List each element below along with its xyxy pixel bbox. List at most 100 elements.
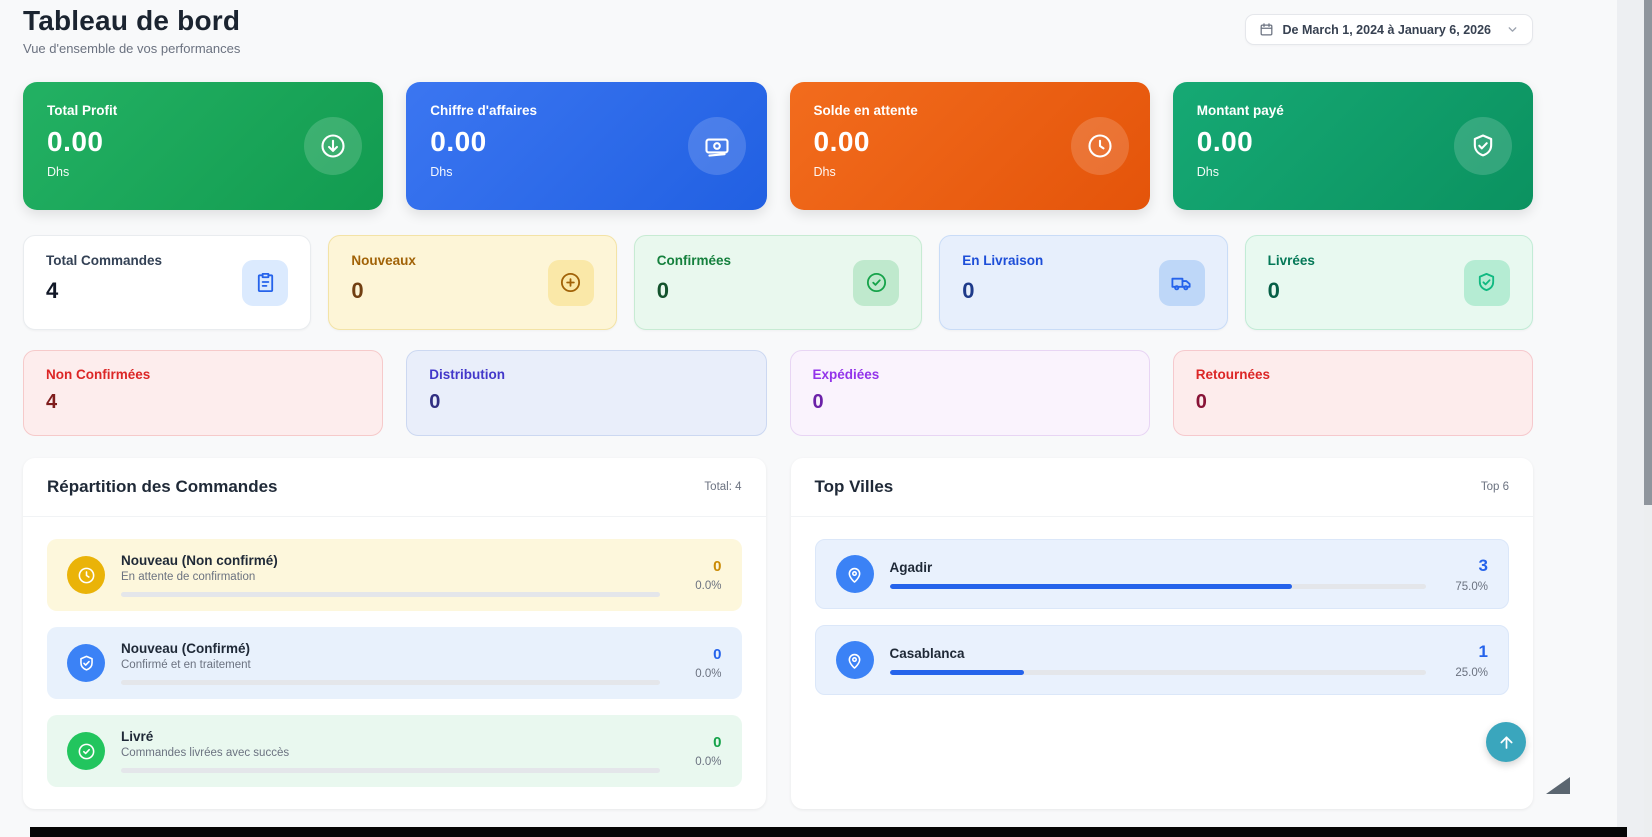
chevron-down-icon xyxy=(1506,23,1519,36)
plus-circle-icon xyxy=(547,259,594,306)
kpi-value: 0.00 xyxy=(47,126,104,157)
card-label: Retournées xyxy=(1195,367,1271,382)
kpi-value: 0.00 xyxy=(1196,126,1254,157)
kpi-unit: Dhs xyxy=(47,165,70,179)
orders-distribution-panel: Répartition des Commandes Total: 4 Nouve… xyxy=(23,458,766,809)
item-percent: 0.0% xyxy=(695,668,722,680)
card-value: 0 xyxy=(351,278,364,303)
kpi-card-solde-en-attente: Solde en attente 0.00 Dhs xyxy=(789,82,1150,210)
city-percent: 25.0% xyxy=(1455,666,1488,679)
kpi-cards-row: Total Profit 0.00 Dhs Chiffre d'affaires… xyxy=(23,82,1533,210)
item-count: 0 xyxy=(713,734,722,751)
item-title: Nouveau (Confirmé) xyxy=(121,641,251,656)
order-status-item-livre: Livré Commandes livrées avec succès 0 0.… xyxy=(47,715,742,787)
card-label: Nouveaux xyxy=(351,253,416,268)
card-retournees: Retournées 0 xyxy=(1172,350,1533,436)
card-livrees: Livrées 0 xyxy=(1244,235,1533,330)
kpi-label: Total Profit xyxy=(47,103,118,118)
date-range-label: De March 1, 2024 à January 6, 2026 xyxy=(1282,22,1491,37)
item-stats: 0 0.0% xyxy=(676,734,722,768)
panel-body: Nouveau (Non confirmé) En attente de con… xyxy=(23,517,766,809)
item-count: 0 xyxy=(713,646,722,663)
card-confirmees: Confirmées 0 xyxy=(633,235,923,330)
card-label: Livrées xyxy=(1267,253,1315,268)
card-label: En Livraison xyxy=(962,253,1044,268)
item-percent: 0.0% xyxy=(695,756,722,768)
resize-grip[interactable] xyxy=(1546,777,1570,794)
shield-check-icon xyxy=(1454,117,1512,175)
arrow-down-circle-icon xyxy=(304,117,363,175)
page-right-gutter xyxy=(1617,0,1644,837)
card-value: 0 xyxy=(656,278,670,303)
kpi-unit: Dhs xyxy=(1196,165,1219,179)
page-title: Tableau de bord xyxy=(23,5,241,36)
item-stats: 0 0.0% xyxy=(676,646,722,680)
item-content: Nouveau (Non confirmé) En attente de con… xyxy=(121,553,660,597)
progress-bar-fill xyxy=(889,669,1024,675)
card-nouveaux: Nouveaux 0 xyxy=(328,235,617,330)
calendar-icon xyxy=(1259,22,1274,37)
progress-bar xyxy=(121,592,660,597)
card-label: Total Commandes xyxy=(46,253,163,268)
dashboard-content: Tableau de bord Vue d'ensemble de vos pe… xyxy=(23,0,1533,809)
city-name: Casablanca xyxy=(889,645,965,661)
kpi-label: Chiffre d'affaires xyxy=(430,103,537,118)
card-value: 0 xyxy=(1267,278,1280,303)
truck-icon xyxy=(1158,259,1205,306)
scrollbar-thumb[interactable] xyxy=(1644,0,1652,505)
item-subtitle: Commandes livrées avec succès xyxy=(121,747,290,759)
top-cities-panel: Top Villes Top 6 Agadir 3 xyxy=(790,458,1534,809)
panel-top-badge: Top 6 xyxy=(1480,481,1509,493)
card-value: 0 xyxy=(812,391,824,413)
card-value: 0 xyxy=(1195,391,1207,413)
item-content: Livré Commandes livrées avec succès xyxy=(121,729,660,773)
kpi-label: Solde en attente xyxy=(813,103,918,118)
card-distribution: Distribution 0 xyxy=(406,350,767,436)
page-heading: Tableau de bord Vue d'ensemble de vos pe… xyxy=(23,5,240,56)
panel-header: Répartition des Commandes Total: 4 xyxy=(23,458,766,517)
scroll-to-top-button[interactable] xyxy=(1486,722,1526,762)
kpi-unit: Dhs xyxy=(430,165,453,179)
card-value: 0 xyxy=(962,278,975,303)
item-stats: 0 0.0% xyxy=(676,558,722,592)
card-total-commandes: Total Commandes 4 xyxy=(23,235,312,330)
kpi-card-chiffre-affaires: Chiffre d'affaires 0.00 Dhs xyxy=(406,82,767,210)
shield-check-icon xyxy=(67,644,105,682)
banknote-icon xyxy=(687,117,746,175)
item-content: Agadir xyxy=(889,559,1426,589)
progress-bar xyxy=(889,583,1426,589)
check-circle-icon xyxy=(853,259,900,306)
arrow-up-icon xyxy=(1497,733,1516,752)
kpi-value: 0.00 xyxy=(813,126,870,157)
progress-bar xyxy=(889,669,1426,675)
status-cards-row-1: Total Commandes 4 Nouveaux 0 Confirmées … xyxy=(23,235,1533,330)
order-status-item-nouveau-confirme: Nouveau (Confirmé) Confirmé et en traite… xyxy=(47,627,742,699)
window-bottom-bar xyxy=(30,827,1627,837)
item-percent: 0.0% xyxy=(695,580,722,592)
panel-title: Top Villes xyxy=(814,477,894,496)
page-header: Tableau de bord Vue d'ensemble de vos pe… xyxy=(23,0,1533,56)
card-value: 0 xyxy=(429,391,441,413)
kpi-unit: Dhs xyxy=(813,165,836,179)
clipboard-list-icon xyxy=(242,259,289,306)
card-label: Distribution xyxy=(429,367,505,382)
clock-icon xyxy=(1070,117,1129,175)
city-count: 3 xyxy=(1478,555,1488,575)
panels-row: Répartition des Commandes Total: 4 Nouve… xyxy=(23,458,1533,809)
panel-title: Répartition des Commandes xyxy=(47,477,278,496)
city-item-agadir: Agadir 3 75.0% xyxy=(814,539,1509,609)
vertical-scrollbar[interactable] xyxy=(1644,0,1652,837)
city-count: 1 xyxy=(1478,641,1488,661)
panel-total-badge: Total: 4 xyxy=(704,481,742,493)
city-name: Agadir xyxy=(889,559,933,575)
kpi-card-montant-paye: Montant payé 0.00 Dhs xyxy=(1172,82,1533,210)
card-label: Expédiées xyxy=(812,367,880,382)
card-label: Non Confirmées xyxy=(46,367,151,382)
panel-body: Agadir 3 75.0% Casablanca xyxy=(791,517,1534,717)
item-stats: 1 25.0% xyxy=(1442,642,1488,679)
item-subtitle: En attente de confirmation xyxy=(121,571,256,583)
card-label: Confirmées xyxy=(656,253,732,268)
date-range-button[interactable]: De March 1, 2024 à January 6, 2026 xyxy=(1244,14,1533,45)
item-stats: 3 75.0% xyxy=(1442,556,1488,593)
item-title: Nouveau (Non confirmé) xyxy=(121,553,278,568)
